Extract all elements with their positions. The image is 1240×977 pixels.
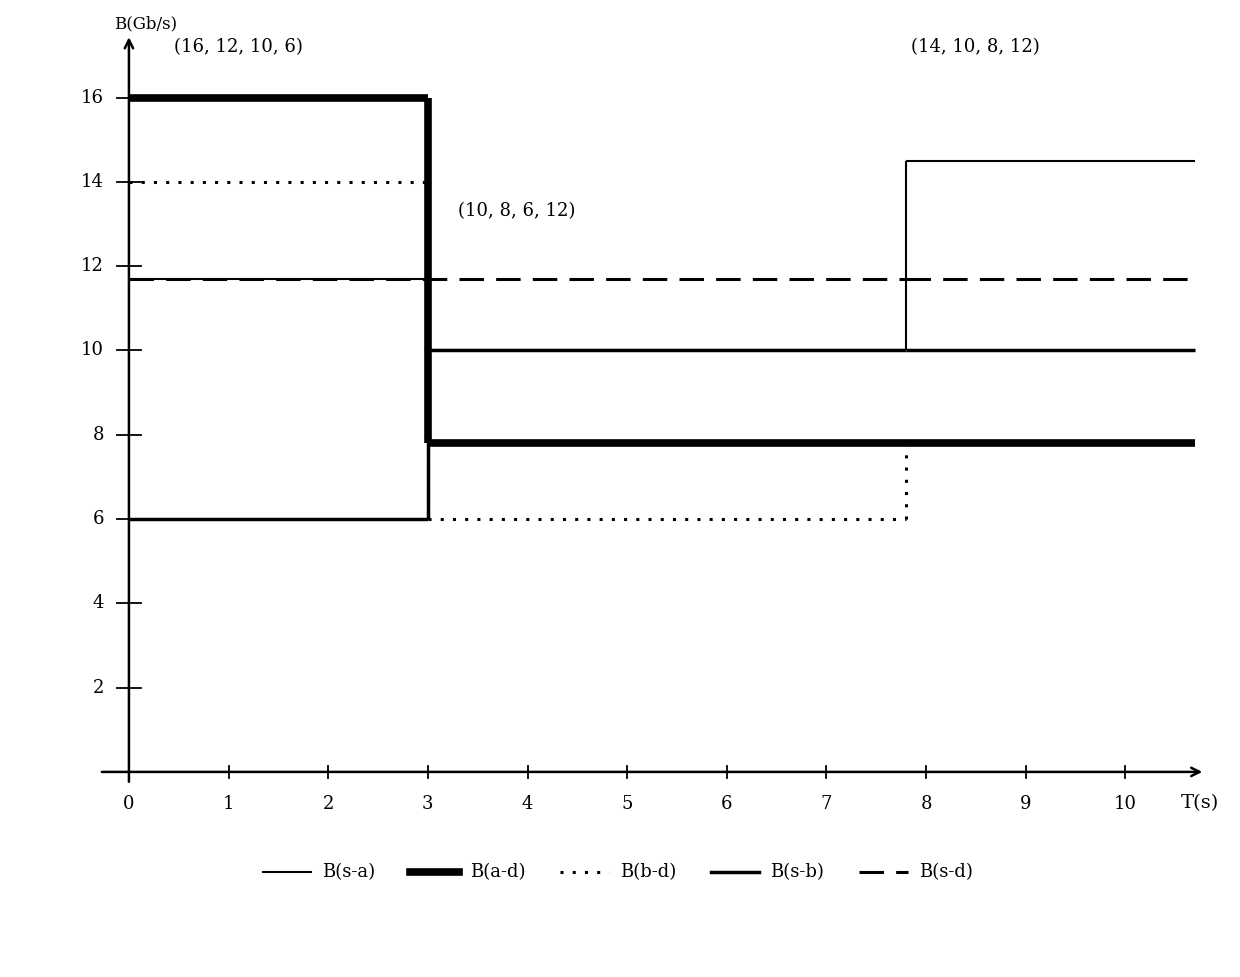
Text: (10, 8, 6, 12): (10, 8, 6, 12) (458, 202, 575, 221)
Text: 4: 4 (93, 594, 104, 613)
Text: 3: 3 (422, 795, 434, 813)
Text: 6: 6 (720, 795, 733, 813)
Text: 12: 12 (81, 257, 104, 276)
Text: 2: 2 (322, 795, 334, 813)
Text: 10: 10 (81, 341, 104, 360)
Legend: B(s-a), B(a-d), B(b-d), B(s-b), B(s-d): B(s-a), B(a-d), B(b-d), B(s-b), B(s-d) (257, 857, 978, 886)
B(s-d) (122, 273, 136, 284)
Text: 10: 10 (1114, 795, 1137, 813)
Text: 5: 5 (621, 795, 632, 813)
B(b-d) (122, 176, 136, 188)
Text: T(s): T(s) (1180, 794, 1219, 813)
Text: 8: 8 (93, 426, 104, 444)
B(s-d) (899, 273, 914, 284)
B(s-b) (122, 513, 136, 525)
Text: 2: 2 (93, 679, 104, 697)
B(b-d) (420, 176, 435, 188)
B(a-d) (420, 92, 435, 104)
Text: (14, 10, 8, 12): (14, 10, 8, 12) (911, 38, 1040, 56)
Text: 6: 6 (93, 510, 104, 528)
Text: 8: 8 (920, 795, 931, 813)
Text: 14: 14 (81, 173, 104, 191)
Text: B(Gb/s): B(Gb/s) (114, 16, 177, 32)
Text: 16: 16 (81, 89, 104, 106)
Text: 7: 7 (821, 795, 832, 813)
Text: 4: 4 (522, 795, 533, 813)
Text: 9: 9 (1021, 795, 1032, 813)
B(s-a) (122, 273, 136, 284)
Text: (16, 12, 10, 6): (16, 12, 10, 6) (174, 38, 303, 56)
B(a-d) (122, 92, 136, 104)
B(s-a) (420, 273, 435, 284)
B(s-b) (420, 513, 435, 525)
Text: 1: 1 (223, 795, 234, 813)
Text: 0: 0 (123, 795, 135, 813)
